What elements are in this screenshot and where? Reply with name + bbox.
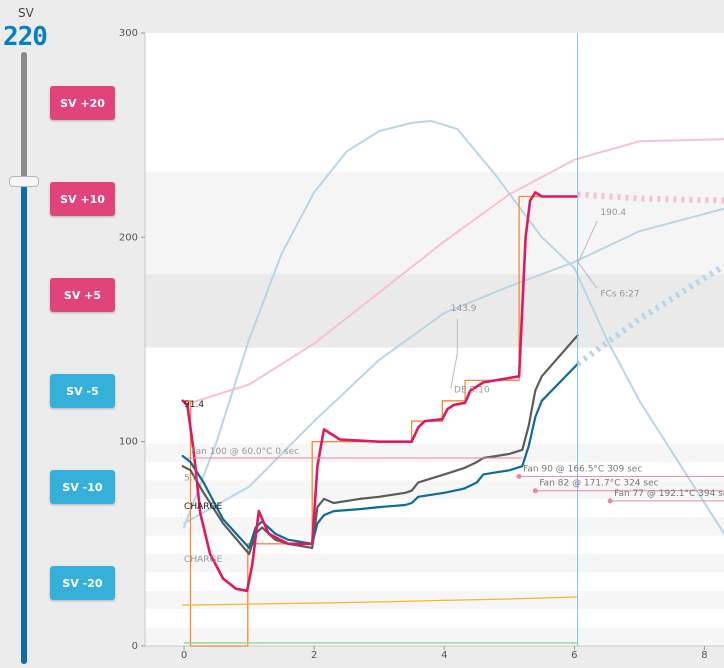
sv-minus-10-button[interactable]: SV -10 — [50, 470, 115, 504]
annotation-label: 5.0 — [184, 473, 199, 483]
y-tick-label: 300 — [119, 28, 138, 39]
annotation-leader — [577, 220, 598, 265]
event-marker — [607, 498, 613, 504]
x-tick-label: 8 — [701, 650, 707, 661]
phase-band — [145, 480, 724, 499]
annotation-label: CHARGE — [184, 502, 222, 512]
y-tick-label: 100 — [119, 437, 138, 448]
series-bg_ror-line — [183, 119, 724, 535]
phase-band — [145, 517, 724, 536]
annotation-label: 190.4 — [600, 208, 626, 218]
annotation-leader — [450, 353, 458, 389]
phase-band — [145, 554, 724, 573]
series-fan-line — [182, 596, 579, 606]
sv-minus-5-button[interactable]: SV -5 — [50, 374, 115, 408]
event-label: Fan 77 @ 192.1°C 394 sec — [614, 489, 724, 499]
sv-minus-20-button[interactable]: SV -20 — [50, 566, 115, 600]
annotation-leader — [577, 261, 598, 289]
event-marker — [516, 473, 522, 479]
sv-slider-fill — [21, 180, 27, 664]
sv-slider-handle[interactable] — [9, 175, 39, 187]
event-label: Fan 100 @ 60.0°C 0 sec — [191, 447, 299, 457]
event-marker — [532, 488, 538, 494]
annotation-label: CHARGE — [184, 555, 222, 565]
sv-label: SV — [18, 6, 34, 20]
sv-plus-20-button[interactable]: SV +20 — [50, 86, 115, 120]
series-bt-line — [181, 362, 579, 549]
annotation-label: DE 5:10 — [454, 386, 490, 396]
event-label: Fan 90 @ 166.5°C 309 sec — [523, 464, 642, 474]
series-bg_et-line — [183, 138, 724, 406]
phase-band — [145, 627, 724, 646]
annotation-label: 143.9 — [451, 304, 477, 314]
x-tick-label: 0 — [181, 650, 187, 661]
annotation-label: 91.4 — [184, 400, 204, 410]
x-tick-label: 6 — [571, 650, 577, 661]
phase-band — [145, 171, 724, 275]
x-tick-label: 2 — [311, 650, 317, 661]
event-label: Fan 82 @ 171.7°C 324 sec — [539, 479, 658, 489]
sv-plus-10-button[interactable]: SV +10 — [50, 182, 115, 216]
annotation-label: FCs 6:27 — [600, 290, 639, 300]
y-tick-label: 0 — [132, 641, 138, 652]
series-target-line — [181, 191, 579, 593]
phase-band — [145, 443, 724, 463]
sv-sidebar: SV 220 SV +20 SV +10 SV +5 SV -5 SV -10 … — [0, 0, 140, 664]
x-tick-label: 4 — [441, 650, 447, 661]
y-tick-label: 200 — [119, 232, 138, 243]
sv-plus-5-button[interactable]: SV +5 — [50, 278, 115, 312]
phase-band — [145, 274, 724, 348]
sv-value-display: 220 — [3, 22, 48, 52]
series-bg_bt-line — [183, 207, 724, 525]
forecast-bt-line — [575, 263, 724, 367]
